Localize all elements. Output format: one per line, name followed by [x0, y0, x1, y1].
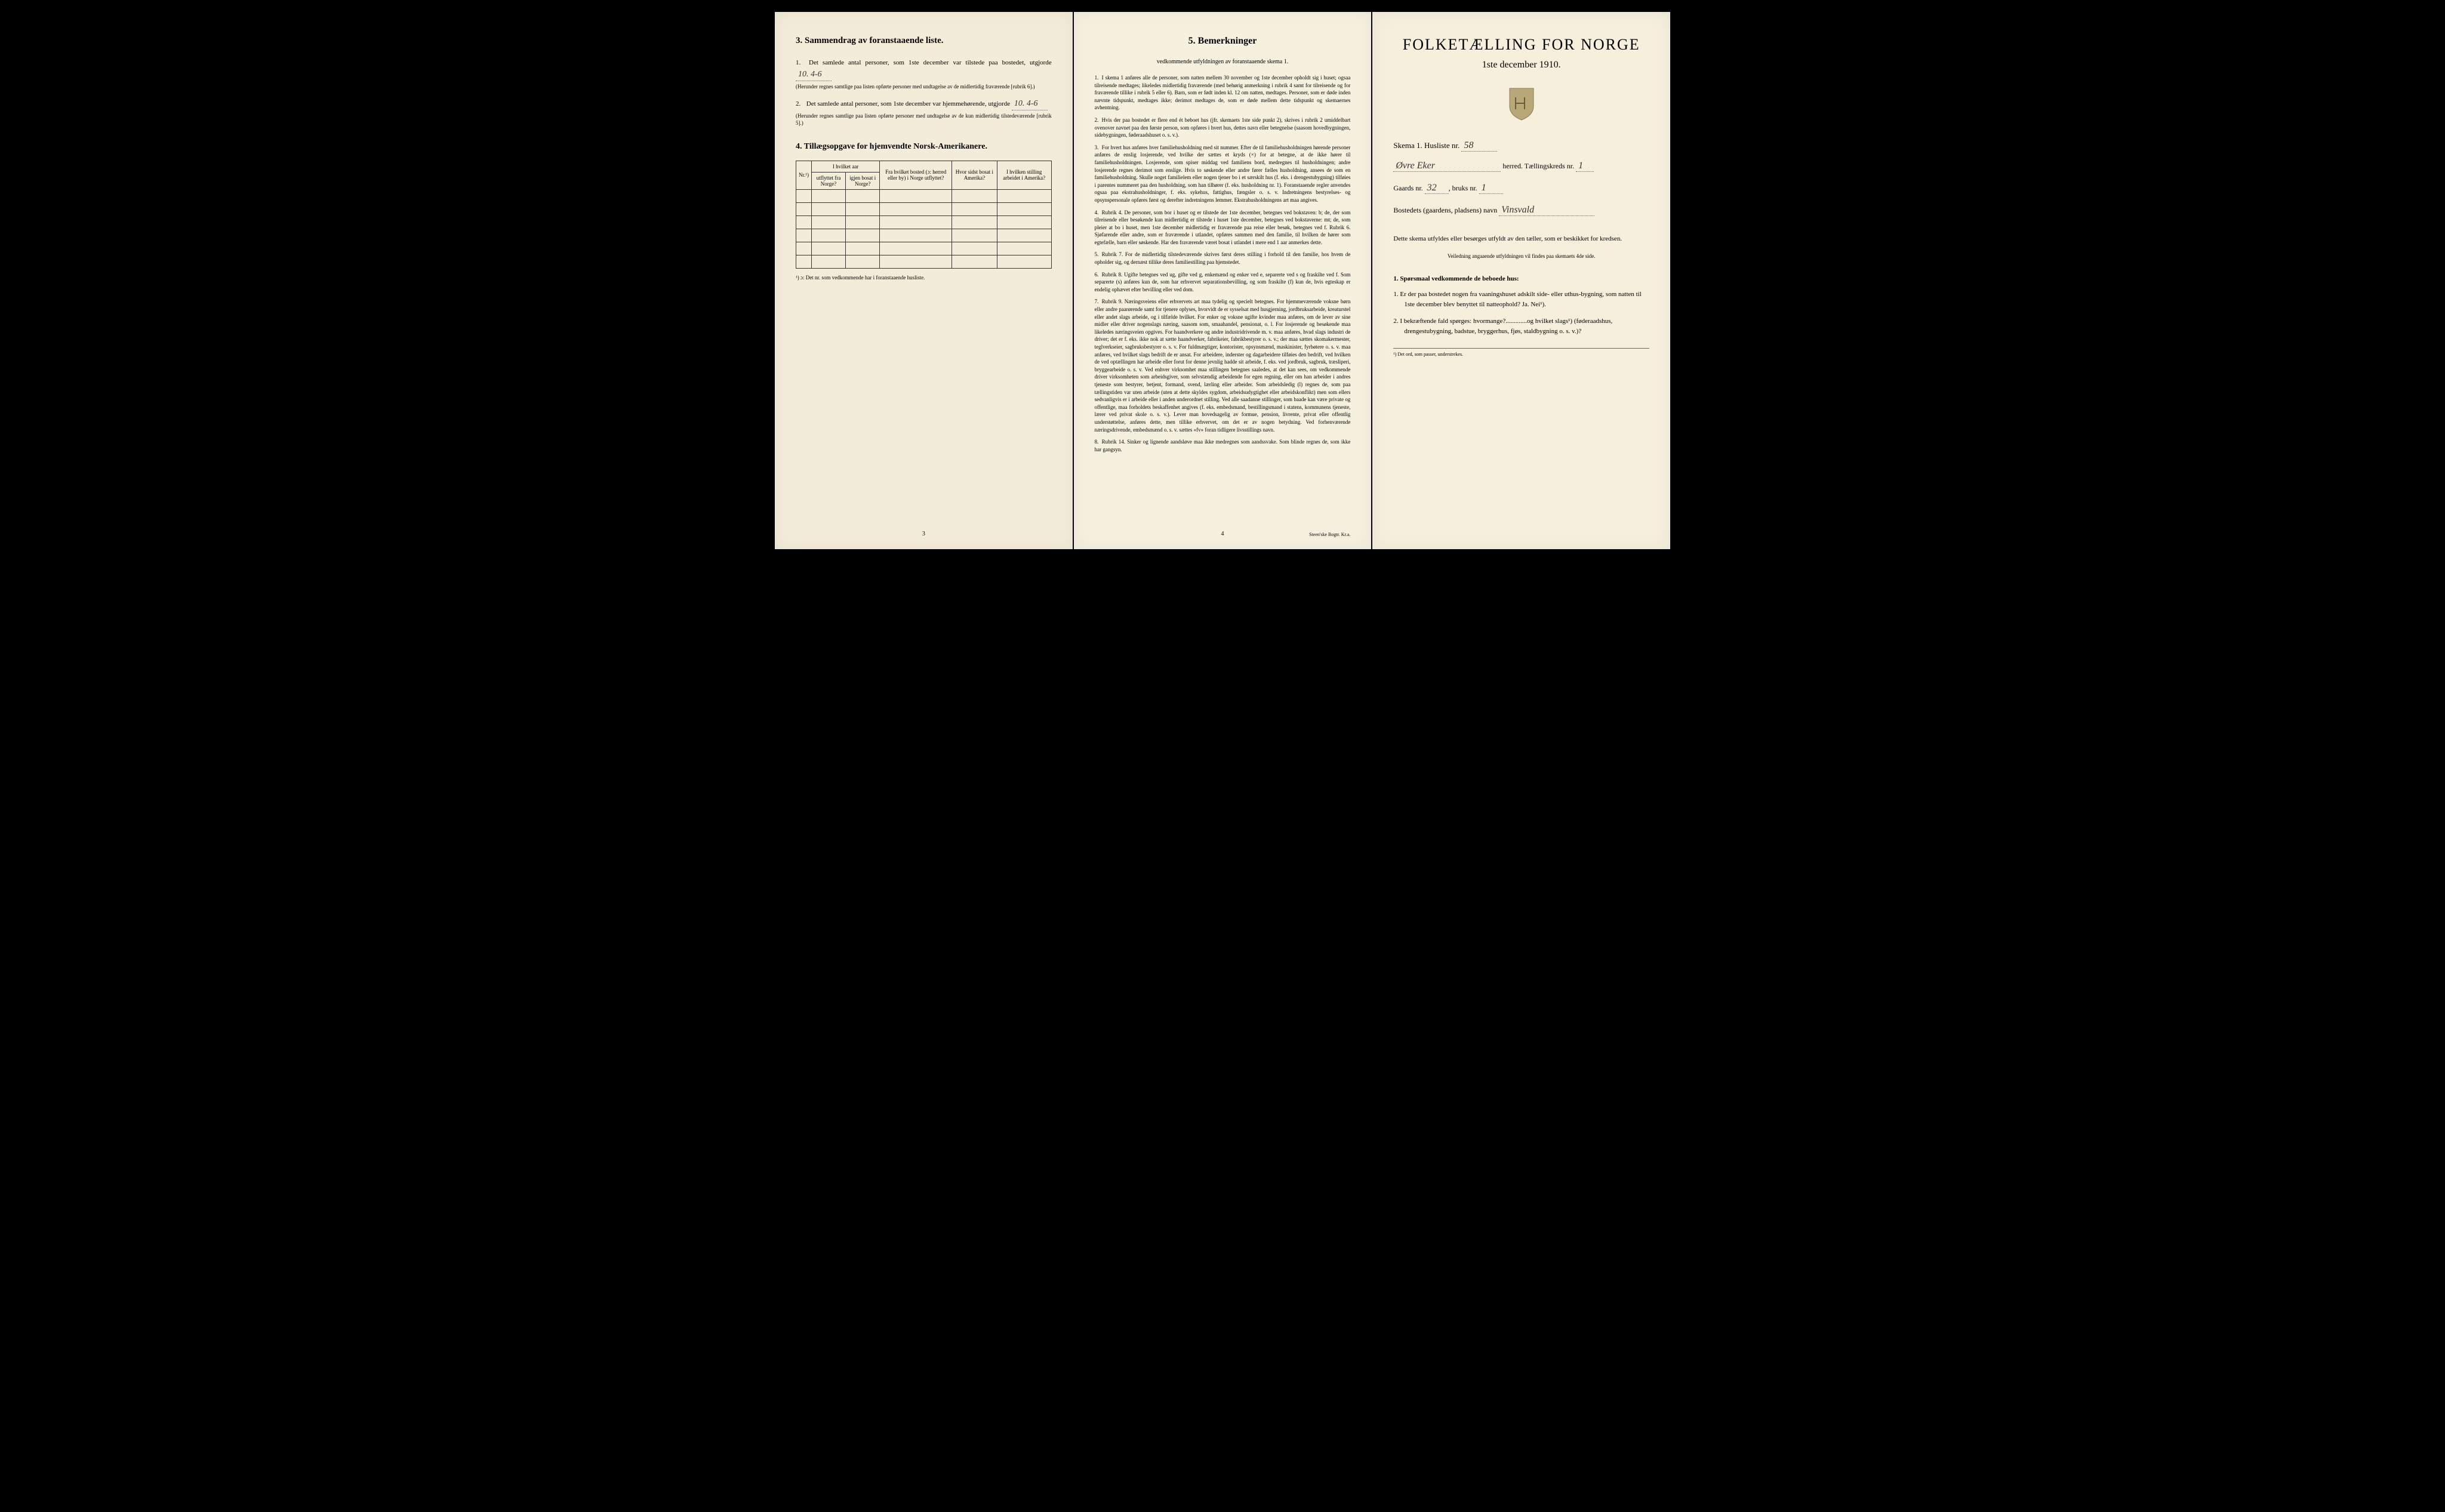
- remark-7: 7.Rubrik 9. Næringsveiens eller erhverve…: [1095, 298, 1351, 433]
- schema-line: Skema 1. Husliste nr. 58: [1393, 140, 1649, 152]
- husliste-nr: 58: [1461, 140, 1497, 152]
- item-2-text: Det samlede antal personer, som 1ste dec…: [806, 100, 1010, 107]
- item-2-note: (Herunder regnes samtlige paa listen opf…: [796, 113, 1052, 127]
- page-number-2: 4: [1221, 531, 1224, 537]
- table-row: [796, 242, 1052, 255]
- table-row: [796, 215, 1052, 229]
- th-year: I hvilket aar: [811, 161, 879, 172]
- page-number-1: 3: [922, 531, 925, 537]
- printer-mark: Steen'ske Bogtr. Kr.a.: [1309, 532, 1350, 537]
- remark-8: 8.Rubrik 14. Sinker og lignende aandsløv…: [1095, 438, 1351, 453]
- th-nr: Nr.¹): [796, 161, 812, 189]
- table-row: [796, 189, 1052, 202]
- remark-2: 2.Hvis der paa bostedet er flere end ét …: [1095, 116, 1351, 139]
- main-title: FOLKETÆLLING FOR NORGE: [1393, 36, 1649, 54]
- item-2-value: 10. 4-6: [1012, 97, 1048, 110]
- th-where: Hvor sidst bosat i Amerika?: [952, 161, 997, 189]
- table-row: [796, 255, 1052, 268]
- herred-value: Øvre Eker: [1393, 161, 1501, 172]
- sub-title: 1ste december 1910.: [1393, 60, 1649, 70]
- table-row: [796, 229, 1052, 242]
- page-2: 5. Bemerkninger vedkommende utfyldningen…: [1074, 12, 1372, 549]
- q1: 1. Er der paa bostedet nogen fra vaaning…: [1404, 290, 1649, 309]
- item-1-value: 10. 4-6: [796, 68, 832, 81]
- remarks-list: 1.I skema 1 anføres alle de personer, so…: [1095, 74, 1351, 453]
- q2: 2. I bekræftende fald spørges: hvormange…: [1404, 316, 1649, 336]
- bosted-line: Bostedets (gaardens, pladsens) navn Vins…: [1393, 205, 1649, 216]
- th-from: Fra hvilket bosted (ɔ: herred eller by) …: [880, 161, 952, 189]
- remarks-subtitle: vedkommende utfyldningen av foranstaaend…: [1095, 58, 1351, 65]
- emigrant-table: Nr.¹) I hvilket aar Fra hvilket bosted (…: [796, 161, 1052, 269]
- table-footnote: ¹) ɔ: Det nr. som vedkommende har i fora…: [796, 275, 1052, 281]
- page-3: FOLKETÆLLING FOR NORGE 1ste december 191…: [1372, 12, 1670, 549]
- gaards-line: Gaards nr. 32, bruks nr. 1: [1393, 183, 1649, 194]
- gaards-value: 32: [1425, 183, 1449, 194]
- questions: 1. Spørsmaal vedkommende de beboede hus:…: [1393, 274, 1649, 337]
- th-returned: igjen bosat i Norge?: [845, 172, 879, 189]
- bosted-value: Vinsvald: [1499, 205, 1594, 216]
- census-document: 3. Sammendrag av foranstaaende liste. 1.…: [775, 12, 1670, 549]
- th-emigrated: utflyttet fra Norge?: [811, 172, 845, 189]
- remark-4: 4.Rubrik 4. De personer, som bor i huset…: [1095, 209, 1351, 247]
- section-4-title: 4. Tillægsopgave for hjemvendte Norsk-Am…: [796, 142, 1052, 152]
- coat-of-arms-icon: [1393, 85, 1649, 128]
- item-1-note: (Herunder regnes samtlige paa listen opf…: [796, 84, 1052, 91]
- kreds-value: 1: [1576, 161, 1594, 172]
- remark-3: 3.For hvert hus anføres hver familiehush…: [1095, 144, 1351, 204]
- section-3-title: 3. Sammendrag av foranstaaende liste.: [796, 36, 1052, 46]
- th-position: I hvilken stilling arbeidet i Amerika?: [997, 161, 1051, 189]
- description: Dette skema utfyldes eller besørges utfy…: [1393, 234, 1649, 244]
- page-1: 3. Sammendrag av foranstaaende liste. 1.…: [775, 12, 1073, 549]
- bruks-value: 1: [1479, 183, 1503, 194]
- remark-1: 1.I skema 1 anføres alle de personer, so…: [1095, 74, 1351, 112]
- item-1-text: Det samlede antal personer, som 1ste dec…: [809, 59, 1052, 66]
- remark-5: 5.Rubrik 7. For de midlertidig tilstedev…: [1095, 251, 1351, 266]
- q-title: 1. Spørsmaal vedkommende de beboede hus:: [1393, 274, 1649, 284]
- table-row: [796, 202, 1052, 215]
- item-1: 1. Det samlede antal personer, som 1ste …: [796, 58, 1052, 90]
- footnote-bottom: ¹) Det ord, som passer, understrekes.: [1393, 348, 1649, 357]
- remark-6: 6.Rubrik 8. Ugifte betegnes ved ug, gift…: [1095, 271, 1351, 294]
- remarks-title: 5. Bemerkninger: [1095, 36, 1351, 47]
- herred-line: Øvre Eker herred. Tællingskreds nr. 1: [1393, 161, 1649, 172]
- description-sub: Veiledning angaaende utfyldningen vil fi…: [1393, 253, 1649, 259]
- item-2: 2. Det samlede antal personer, som 1ste …: [796, 97, 1052, 127]
